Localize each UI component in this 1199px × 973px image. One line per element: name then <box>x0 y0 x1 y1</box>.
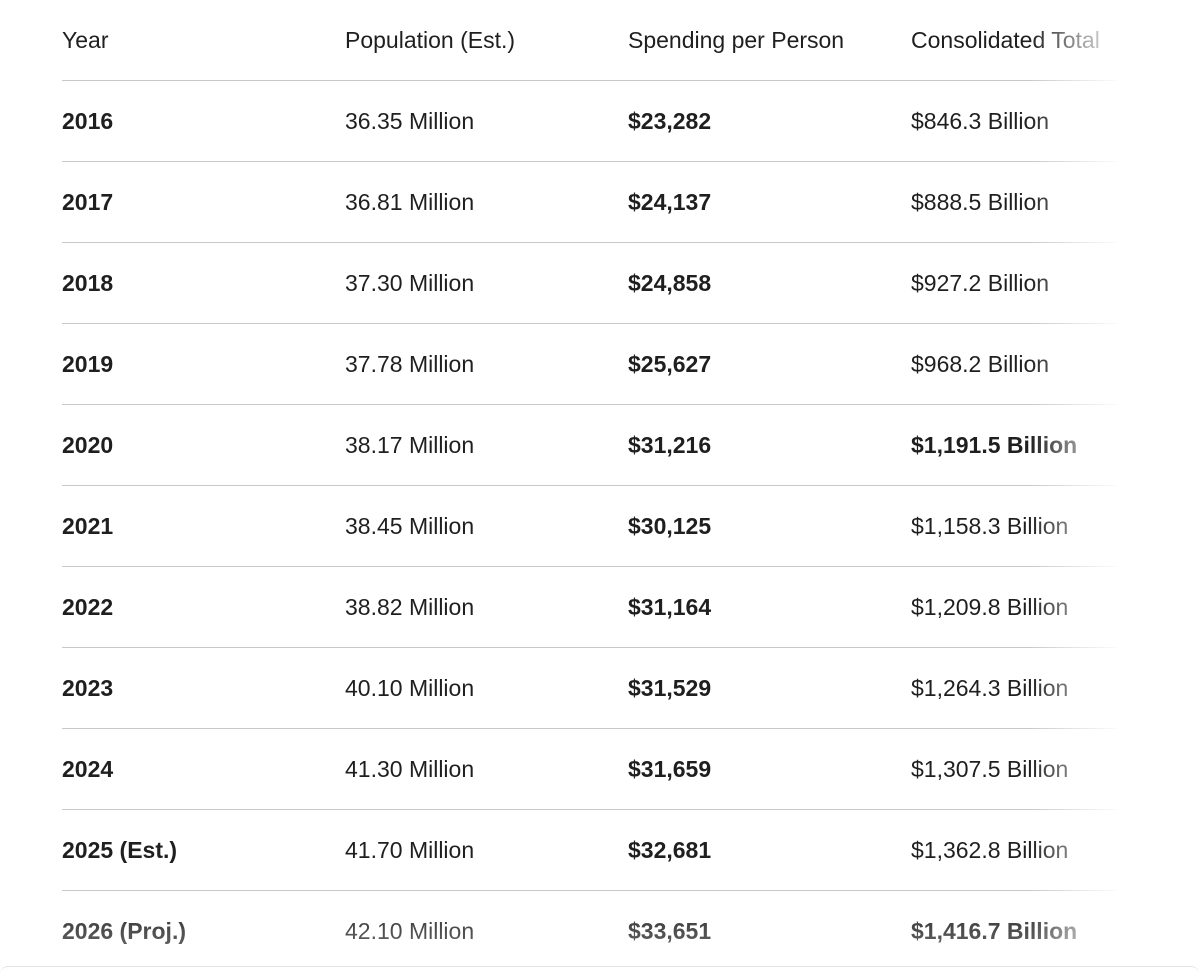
cell-population: 41.70 Million <box>345 809 628 891</box>
cell-population: 37.30 Million <box>345 242 628 324</box>
cell-spending: $32,681 <box>628 809 911 891</box>
table-row: 2022 38.82 Million $31,164 $1,209.8 Billion <box>62 566 1118 648</box>
cell-total: $1,307.5 Billion <box>911 728 1118 810</box>
cell-total: $1,209.8 Billion <box>911 566 1118 648</box>
cell-spending: $31,659 <box>628 728 911 810</box>
cell-year: 2021 <box>62 485 345 567</box>
cell-year: 2016 <box>62 80 345 162</box>
cell-spending: $31,216 <box>628 404 911 486</box>
cell-spending: $31,529 <box>628 647 911 729</box>
cell-year: 2017 <box>62 161 345 243</box>
cell-total: $888.5 Billion <box>911 161 1118 243</box>
column-header-year: Year <box>62 0 345 81</box>
column-header-total: Consolidated Total <box>911 0 1118 81</box>
table-row: 2021 38.45 Million $30,125 $1,158.3 Billion <box>62 485 1118 567</box>
cell-population: 38.82 Million <box>345 566 628 648</box>
cell-year: 2026 (Proj.) <box>62 917 186 944</box>
table-row: 2017 36.81 Million $24,137 $888.5 Billion <box>62 161 1118 243</box>
cell-total: $846.3 Billion <box>911 80 1118 162</box>
cell-spending: $30,125 <box>628 485 911 567</box>
data-table-container[interactable]: Year Population (Est.) Spending per Pers… <box>62 0 1118 973</box>
cell-year: 2024 <box>62 728 345 810</box>
cell-population: 36.81 Million <box>345 161 628 243</box>
spending-table: Year Population (Est.) Spending per Pers… <box>62 0 1118 971</box>
table-row: 2019 37.78 Million $25,627 $968.2 Billion <box>62 323 1118 405</box>
cell-spending: $25,627 <box>628 323 911 405</box>
cell-population: 37.78 Million <box>345 323 628 405</box>
cell-population: 38.45 Million <box>345 485 628 567</box>
table-header-row: Year Population (Est.) Spending per Pers… <box>62 0 1118 81</box>
table-row: 2025 (Est.) 41.70 Million $32,681 $1,362.8 … <box>62 809 1118 891</box>
cell-total: $1,158.3 Billion <box>911 485 1118 567</box>
cell-spending: $24,137 <box>628 161 911 243</box>
column-header-population: Population (Est.) <box>345 0 628 81</box>
cell-total: $927.2 Billion <box>911 242 1118 324</box>
cell-year: 2018 <box>62 242 345 324</box>
cell-spending: $31,164 <box>628 566 911 648</box>
cell-population: 42.10 Million <box>345 917 475 944</box>
table-row: 2016 36.35 Million $23,282 $846.3 Billion <box>62 80 1118 162</box>
cell-total: $1,362.8 Billion <box>911 809 1118 891</box>
table-row: 2024 41.30 Million $31,659 $1,307.5 Billion <box>62 728 1118 810</box>
cell-year: 2020 <box>62 404 345 486</box>
cell-population: 36.35 Million <box>345 80 628 162</box>
cell-total: $1,191.5 Billion <box>911 404 1118 486</box>
table-body: 2016 36.35 Million $23,282 $846.3 Billion 20… <box>62 80 1118 972</box>
cell-population: 41.30 Million <box>345 728 628 810</box>
cell-year: 2022 <box>62 566 345 648</box>
cell-year: 2023 <box>62 647 345 729</box>
cell-year: 2025 (Est.) <box>62 809 345 891</box>
table-row: 2018 37.30 Million $24,858 $927.2 Billion <box>62 242 1118 324</box>
cell-population: 40.10 Million <box>345 647 628 729</box>
cell-total: $1,264.3 Billion <box>911 647 1118 729</box>
cell-total: $968.2 Billion <box>911 323 1118 405</box>
cell-population: 38.17 Million <box>345 404 628 486</box>
cell-spending: $24,858 <box>628 242 911 324</box>
table-row: 2023 40.10 Million $31,529 $1,264.3 Billion <box>62 647 1118 729</box>
cell-total: $1,416.7 Billion <box>911 917 1078 944</box>
cell-spending: $23,282 <box>628 80 911 162</box>
cell-year: 2019 <box>62 323 345 405</box>
column-header-spending: Spending per Person <box>628 0 911 81</box>
table-row: 2020 38.17 Million $31,216 $1,191.5 Billion <box>62 404 1118 486</box>
cell-spending: $33,651 <box>628 917 712 944</box>
bottom-sheet-edge <box>0 966 1199 973</box>
table-row: 2026 (Proj.) 42.10 Million $33,651 $1,416.7… <box>62 891 1118 972</box>
